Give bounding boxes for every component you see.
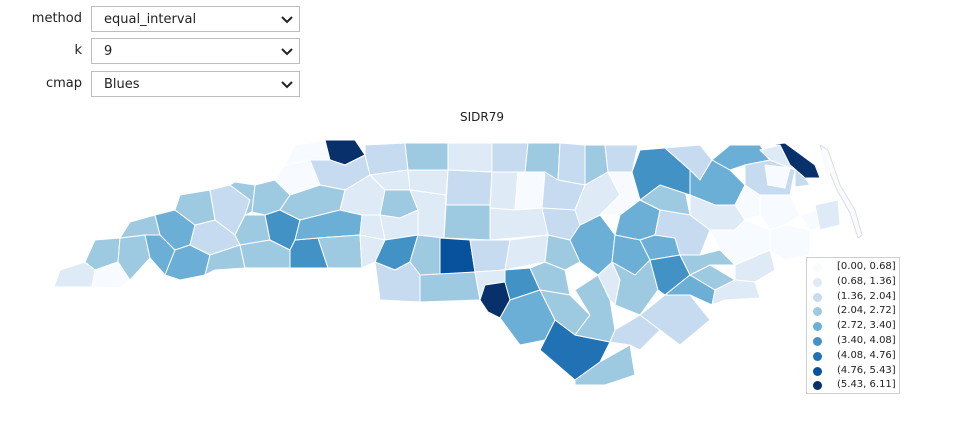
legend-swatch [813, 381, 822, 391]
county-region [529, 261, 571, 296]
method-select[interactable]: equal_interval [91, 6, 300, 32]
county-region [611, 259, 659, 316]
county-region [789, 164, 811, 188]
k-label: k [74, 43, 82, 58]
legend-label: (4.08, 4.76] [837, 349, 896, 361]
county-region [364, 142, 409, 176]
county-region [574, 344, 636, 386]
legend-swatch [813, 366, 822, 376]
chevron-down-icon [281, 16, 293, 24]
legend-label: (0.68, 1.36] [837, 275, 896, 287]
legend-label: (1.36, 2.04] [837, 290, 896, 302]
county-region [759, 194, 801, 231]
k-value: 9 [104, 44, 113, 59]
county-region [711, 279, 761, 306]
county-region [445, 169, 493, 206]
county-region [557, 142, 586, 186]
county-region [764, 164, 791, 189]
county-region [419, 271, 481, 303]
county-region [734, 249, 776, 283]
county-region [764, 142, 821, 179]
legend-label: (4.76, 5.43] [837, 364, 896, 376]
method-label: method [31, 11, 82, 26]
county-region [439, 237, 476, 276]
legend-swatch [813, 263, 822, 272]
county-region [204, 244, 246, 276]
county-region [539, 319, 611, 381]
legend-swatch [813, 351, 822, 361]
map-title: SIDR79 [459, 110, 504, 124]
legend-label: (2.72, 3.40] [837, 320, 896, 332]
k-control: k 9 [0, 38, 310, 66]
legend-swatch [813, 277, 822, 287]
county-region [379, 209, 419, 241]
cmap-select[interactable]: Blues [91, 71, 300, 97]
county-region [491, 142, 529, 173]
legend-label: (2.04, 2.72] [837, 305, 896, 317]
county-region [574, 274, 616, 343]
chevron-down-icon [281, 81, 293, 89]
county-region [769, 224, 811, 261]
county-region [404, 142, 449, 171]
legend-label: (3.40, 4.08] [837, 335, 896, 346]
legend-swatch [813, 307, 822, 317]
county-region [814, 199, 841, 231]
cmap-control: cmap Blues [0, 71, 310, 99]
chevron-down-icon [281, 48, 293, 56]
method-control: method equal_interval [0, 6, 310, 34]
county-region [53, 261, 96, 288]
legend-swatch [813, 337, 822, 346]
legend-label: [0.00, 0.68] [837, 261, 896, 272]
legend-label: (5.43, 6.11] [837, 379, 896, 391]
county-region [447, 142, 493, 173]
k-select[interactable]: 9 [91, 38, 300, 64]
legend-swatch [813, 292, 822, 302]
legend-swatch [813, 322, 822, 332]
map-legend: [0.00, 0.68] (0.68, 1.36] (1.36, 2.04] (2.0… [806, 257, 900, 394]
cmap-value: Blues [104, 77, 140, 92]
county-region [469, 239, 511, 273]
county-region [443, 204, 491, 241]
county-region [489, 207, 549, 241]
method-value: equal_interval [104, 12, 197, 27]
cmap-label: cmap [45, 76, 82, 91]
county-region [819, 149, 833, 176]
county-region [489, 171, 519, 211]
county-region [514, 171, 546, 211]
